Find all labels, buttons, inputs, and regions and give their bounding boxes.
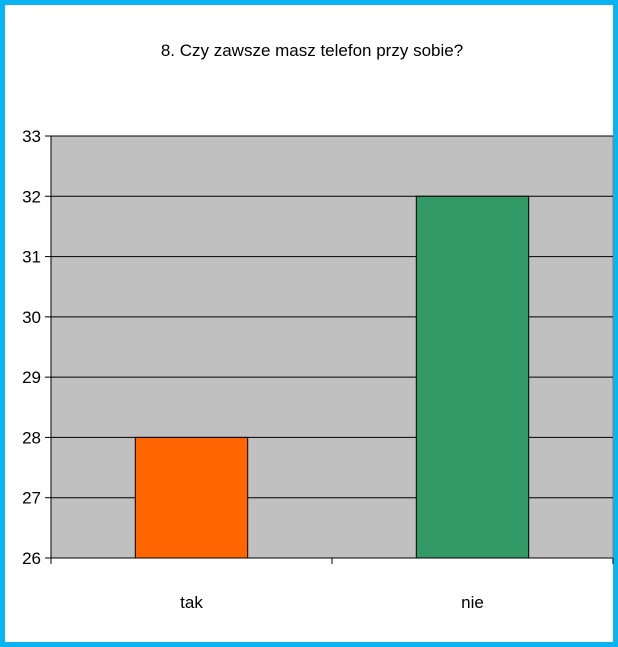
chart-title: 8. Czy zawsze masz telefon przy sobie? [161, 41, 463, 60]
bar-tak [134, 436, 249, 559]
bar-nie [415, 195, 530, 559]
y-axis: 26 27 28 29 30 31 32 33 [22, 127, 52, 568]
y-tick-label: 30 [22, 308, 41, 327]
x-axis: tak nie [50, 557, 614, 612]
y-tick-label: 26 [22, 549, 41, 568]
y-tick-label: 28 [22, 428, 41, 447]
y-tick-label: 31 [22, 248, 41, 267]
bars [134, 195, 530, 559]
y-tick-label: 32 [22, 187, 41, 206]
x-category-label: tak [180, 593, 203, 612]
y-tick-label: 27 [22, 489, 41, 508]
y-tick-label: 29 [22, 368, 41, 387]
x-category-label: nie [461, 593, 484, 612]
y-tick-label: 33 [22, 127, 41, 146]
